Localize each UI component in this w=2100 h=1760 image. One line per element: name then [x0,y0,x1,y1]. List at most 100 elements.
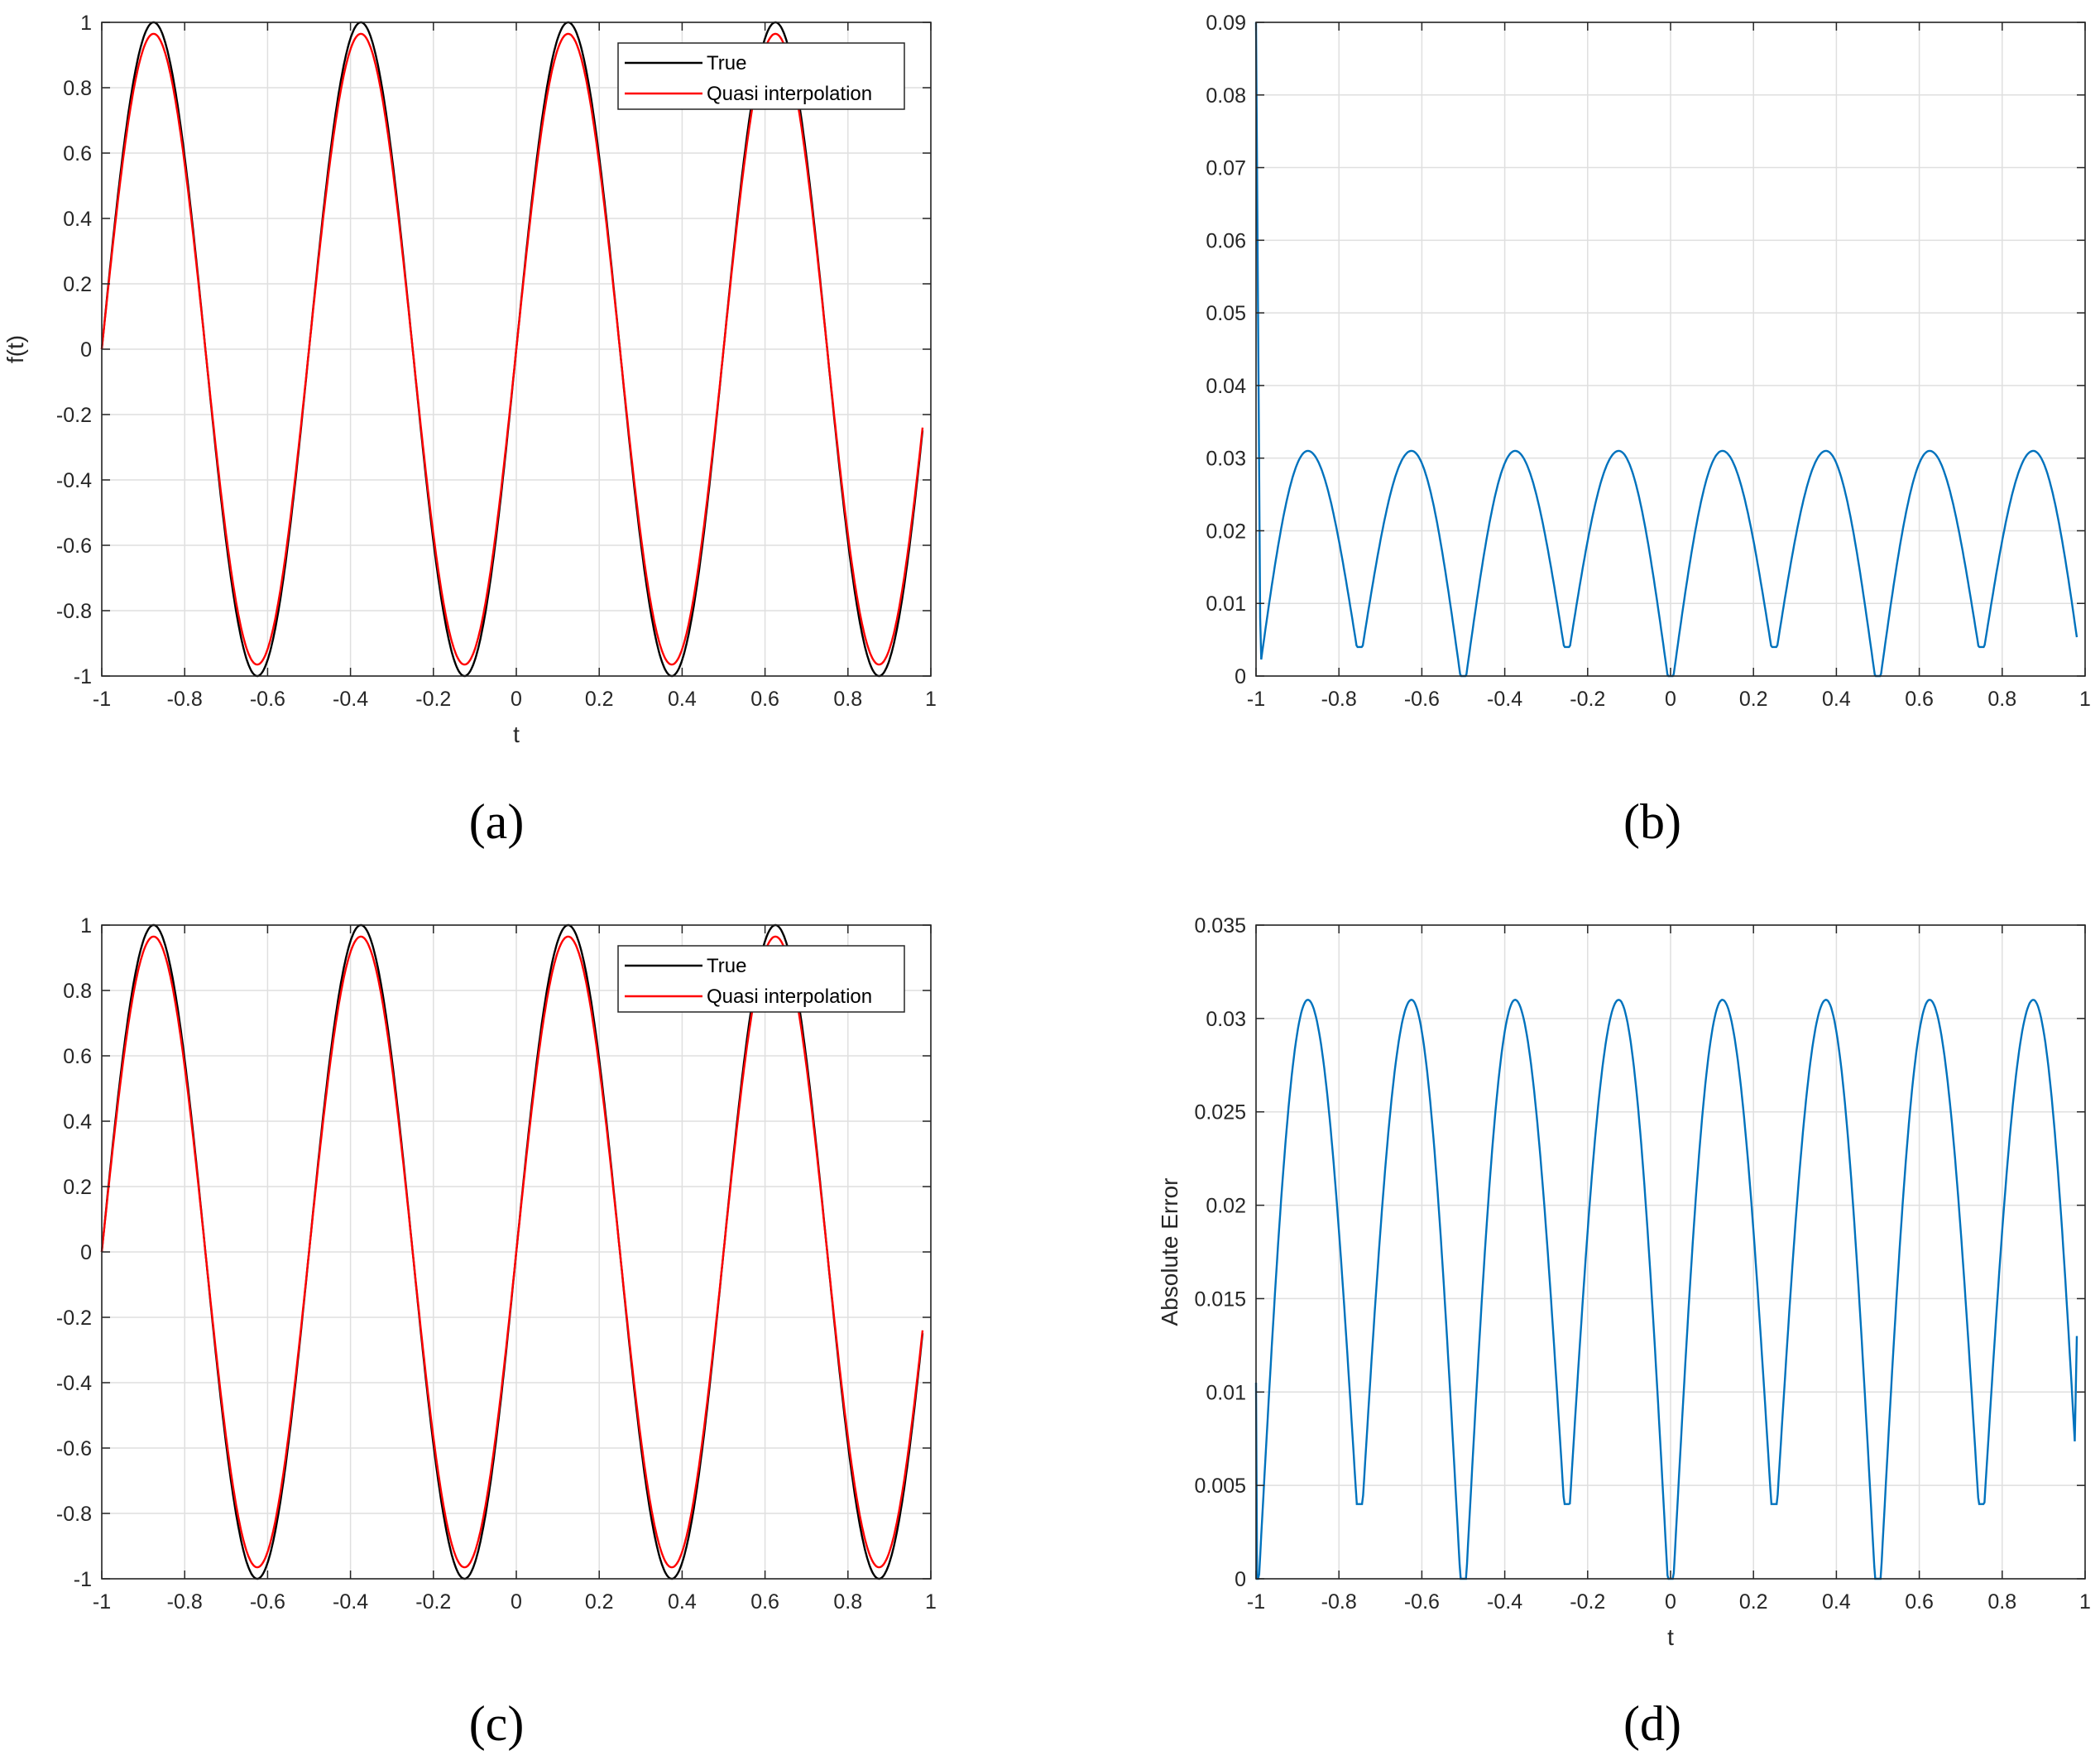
legend-label: Quasi interpolation [707,986,872,1008]
panel-caption: (a) [469,794,525,849]
y-tick-label: 0 [80,1241,92,1264]
panel-a: -1 -0.8 -0.6 -0.4 -0.2 0 0.2 0.4 0.6 0.8 1 -1 -0.8 -0… [2,12,937,849]
x-tick-label: 0.2 [585,1590,614,1614]
x-tick-label: -0.2 [1570,688,1605,711]
x-tick-label: -0.8 [1321,1590,1357,1614]
panel-d: -1 -0.8 -0.6 -0.4 -0.2 0 0.2 0.4 0.6 0.8 1 0 0.005 0.… [1157,914,2091,1751]
x-tick-label: 0 [511,1590,522,1614]
legend-label: True [707,52,746,74]
x-tick-label: 1 [925,1590,937,1614]
x-tick-label: 1 [2079,1590,2091,1614]
y-tick-label: 0.4 [63,1110,92,1134]
panel-b: -1 -0.8 -0.6 -0.4 -0.2 0 0.2 0.4 0.6 0.8 1 0 0.01 0.0… [1206,12,2091,849]
x-tick-label: -0.4 [1487,1590,1522,1614]
y-tick-label: -0.4 [56,1372,92,1395]
x-tick-label: 0.4 [1822,1590,1851,1614]
panel-c: -1 -0.8 -0.6 -0.4 -0.2 0 0.2 0.4 0.6 0.8 1 -1 -0.8 -0… [56,914,937,1751]
x-tick-label: 0.2 [1739,688,1768,711]
x-tick-label: 0 [511,688,522,711]
panel-caption: (c) [469,1696,525,1751]
x-axis-label: t [1667,1624,1674,1650]
x-tick-label: 0.4 [668,1590,697,1614]
y-tick-label: 0.005 [1194,1475,1246,1498]
x-tick-label: -0.8 [167,688,203,711]
x-tick-label: -0.6 [1404,688,1440,711]
x-tick-label: -1 [1247,688,1265,711]
y-tick-label: -0.6 [56,1437,92,1460]
x-tick-label: -0.4 [1487,688,1522,711]
y-tick-label: 0.2 [63,273,92,296]
series-line [1254,22,2078,678]
x-tick-label: 0.8 [833,1590,862,1614]
y-tick-label: 0.06 [1206,229,1246,252]
y-axis-label: Absolute Error [1157,1178,1182,1326]
y-tick-label: 0.015 [1194,1288,1246,1311]
y-tick-label: 0.02 [1206,1195,1246,1218]
legend-label: True [707,955,746,977]
x-tick-label: 0.4 [668,688,697,711]
y-tick-label: -0.6 [56,535,92,558]
x-tick-label: 0.4 [1822,688,1851,711]
x-tick-label: -0.6 [250,688,285,711]
x-tick-label: 0.8 [833,688,862,711]
y-tick-label: -0.4 [56,469,92,492]
panel-caption: (d) [1623,1696,1681,1751]
y-tick-label: 0.09 [1206,12,1246,35]
y-tick-label: 1 [80,914,92,938]
y-tick-label: 0.035 [1194,914,1246,938]
x-tick-label: -0.6 [1404,1590,1440,1614]
x-tick-label: -0.2 [1570,1590,1605,1614]
x-tick-label: -0.2 [415,688,451,711]
x-tick-label: -0.4 [333,1590,368,1614]
y-tick-label: 0.2 [63,1176,92,1199]
y-tick-label: -0.8 [56,1503,92,1526]
y-tick-label: -1 [74,665,92,688]
x-axis-label: t [513,722,520,747]
panel-caption: (b) [1623,794,1681,849]
y-tick-label: 0.8 [63,980,92,1003]
y-tick-label: -0.8 [56,600,92,623]
x-tick-label: 0.6 [750,1590,779,1614]
y-tick-label: 0.08 [1206,84,1246,108]
x-tick-label: 0 [1665,1590,1676,1614]
y-tick-label: 0.01 [1206,592,1246,616]
x-tick-label: 1 [925,688,937,711]
y-axis-label: f(t) [2,335,28,363]
y-tick-label: 0.6 [63,1045,92,1068]
x-tick-label: -0.4 [333,688,368,711]
y-tick-label: -0.2 [56,404,92,427]
y-tick-label: 0.07 [1206,157,1246,180]
y-tick-label: 1 [80,12,92,35]
y-tick-label: 0.6 [63,142,92,165]
x-tick-label: 0 [1665,688,1676,711]
legend-box [617,945,905,1013]
x-tick-label: -0.8 [167,1590,203,1614]
x-tick-label: 1 [2079,688,2091,711]
y-tick-label: 0 [80,338,92,362]
x-tick-label: -1 [93,1590,111,1614]
x-tick-label: -0.8 [1321,688,1357,711]
y-tick-label: 0.02 [1206,520,1246,543]
y-tick-label: 0.8 [63,77,92,100]
x-tick-label: -1 [1247,1590,1265,1614]
y-tick-label: -0.2 [56,1307,92,1330]
series-line [1254,999,2078,1580]
x-tick-label: 0.8 [1987,1590,2016,1614]
legend-box [617,42,905,110]
x-tick-label: -1 [93,688,111,711]
y-tick-label: 0.04 [1206,375,1246,398]
x-tick-label: 0.2 [585,688,614,711]
y-tick-label: 0.01 [1206,1381,1246,1404]
y-tick-label: 0.05 [1206,302,1246,325]
x-tick-label: 0.6 [1905,1590,1934,1614]
legend-label: Quasi interpolation [707,83,872,105]
x-tick-label: -0.6 [250,1590,285,1614]
x-tick-label: 0.6 [1905,688,1934,711]
y-tick-label: 0 [1235,1568,1246,1591]
y-tick-label: -1 [74,1568,92,1591]
y-tick-label: 0 [1235,665,1246,688]
x-tick-label: 0.2 [1739,1590,1768,1614]
y-tick-label: 0.4 [63,208,92,231]
x-tick-label: 0.6 [750,688,779,711]
